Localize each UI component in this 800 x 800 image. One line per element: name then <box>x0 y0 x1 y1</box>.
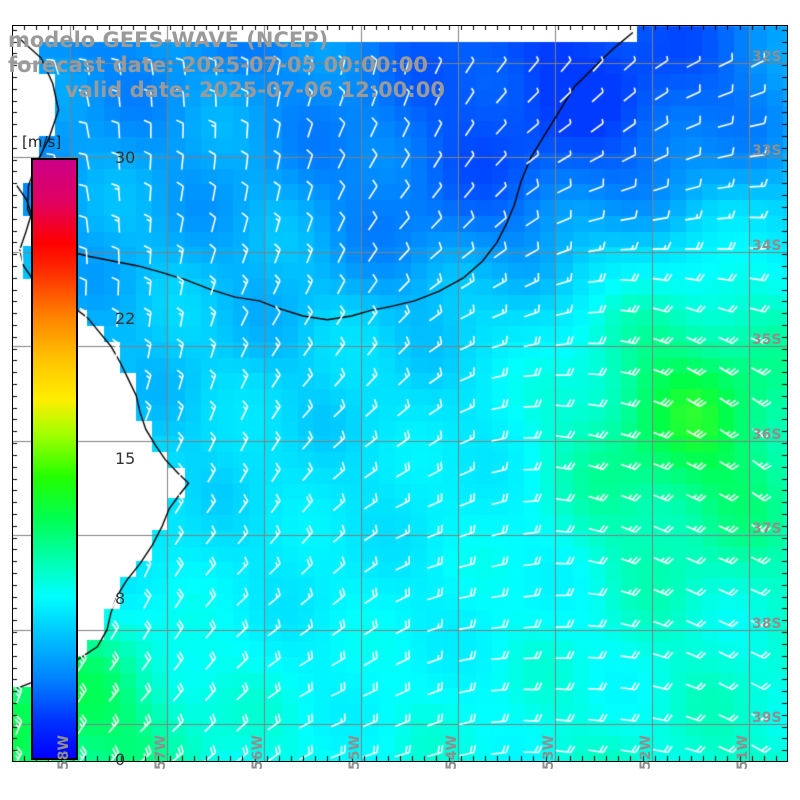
forecast-date: forecast date: 2025-07-05 00:00:00 <box>8 53 428 77</box>
lat-label-38S: 38S <box>752 615 782 632</box>
lat-label-36S: 36S <box>752 426 782 443</box>
wind-field-canvas[interactable] <box>12 25 788 762</box>
colorbar-tick-30: 30 <box>115 148 136 168</box>
lat-label-32S: 32S <box>752 48 782 65</box>
lon-label-56W: 56W <box>250 735 267 770</box>
colorbar-tick-0: 0 <box>115 750 126 770</box>
map-plot-area[interactable] <box>12 25 788 762</box>
lon-label-53W: 53W <box>541 735 558 770</box>
lon-label-58W: 58W <box>56 735 73 770</box>
lat-label-37S: 37S <box>752 521 782 538</box>
lat-label-39S: 39S <box>752 710 782 727</box>
lat-label-35S: 35S <box>752 332 782 349</box>
lon-label-55W: 55W <box>347 735 364 770</box>
map-title-block: modelo GEFS-WAVE (NCEP) forecast date: 2… <box>0 28 510 103</box>
lon-label-57W: 57W <box>153 735 170 770</box>
colorbar-tick-22: 22 <box>115 308 136 328</box>
colorbar-tick-8: 8 <box>115 589 126 609</box>
lat-label-34S: 34S <box>752 237 782 254</box>
lon-label-51W: 51W <box>735 735 752 770</box>
lat-label-33S: 33S <box>752 143 782 160</box>
valid-date: valid date: 2025-07-06 12:00:00 <box>65 78 445 102</box>
lon-label-52W: 52W <box>638 735 655 770</box>
colorbar-unit-label: [m/s] <box>22 133 62 151</box>
model-name: modelo GEFS-WAVE (NCEP) <box>8 28 329 52</box>
lon-label-54W: 54W <box>444 735 461 770</box>
colorbar-gradient <box>31 158 78 760</box>
colorbar[interactable]: 30 22 15 8 0 <box>31 148 135 769</box>
colorbar-tick-15: 15 <box>115 449 136 469</box>
